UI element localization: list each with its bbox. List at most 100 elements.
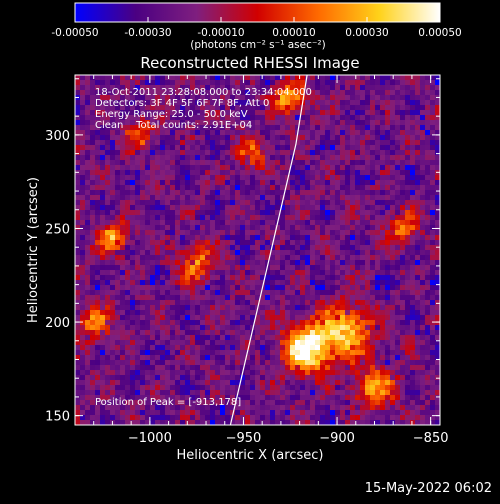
heatmap-cell (365, 110, 370, 115)
heatmap-cell (390, 240, 395, 245)
heatmap-cell (210, 300, 215, 305)
heatmap-cell (140, 160, 145, 165)
heatmap-cell (430, 365, 435, 370)
heatmap-cell (330, 135, 335, 140)
heatmap-cell (235, 240, 240, 245)
heatmap-cell (220, 135, 225, 140)
heatmap-cell (330, 275, 335, 280)
heatmap-cell (140, 245, 145, 250)
heatmap-cell (255, 195, 260, 200)
heatmap-cell (415, 95, 420, 100)
heatmap-cell (180, 300, 185, 305)
heatmap-cell (180, 265, 185, 270)
heatmap-cell (405, 120, 410, 125)
heatmap-cell (275, 400, 280, 405)
heatmap-cell (80, 275, 85, 280)
heatmap-cell (380, 255, 385, 260)
heatmap-cell (215, 310, 220, 315)
heatmap-cell (350, 140, 355, 145)
heatmap-cell (295, 350, 300, 355)
heatmap-cell (135, 190, 140, 195)
heatmap-cell (270, 115, 275, 120)
heatmap-cell (280, 270, 285, 275)
heatmap-cell (285, 210, 290, 215)
heatmap-cell (330, 345, 335, 350)
heatmap-cell (320, 75, 325, 80)
heatmap-cell (345, 350, 350, 355)
heatmap-cell (305, 130, 310, 135)
heatmap-cell (180, 220, 185, 225)
heatmap-cell (235, 315, 240, 320)
heatmap-cell (160, 410, 165, 415)
heatmap-cell (275, 120, 280, 125)
heatmap-cell (325, 245, 330, 250)
heatmap-cell (165, 265, 170, 270)
heatmap-cell (300, 265, 305, 270)
heatmap-cell (195, 240, 200, 245)
heatmap-cell (300, 170, 305, 175)
heatmap-cell (195, 380, 200, 385)
heatmap-cell (260, 325, 265, 330)
heatmap-cell (270, 195, 275, 200)
heatmap-cell (335, 85, 340, 90)
heatmap-cell (80, 365, 85, 370)
heatmap-cell (180, 370, 185, 375)
heatmap-cell (165, 255, 170, 260)
heatmap-cell (295, 210, 300, 215)
heatmap-cell (165, 210, 170, 215)
heatmap-cell (355, 260, 360, 265)
heatmap-cell (380, 210, 385, 215)
heatmap-cell (310, 300, 315, 305)
heatmap-cell (205, 310, 210, 315)
heatmap-cell (410, 215, 415, 220)
heatmap-cell (330, 310, 335, 315)
heatmap-cell (315, 240, 320, 245)
heatmap-cell (260, 350, 265, 355)
heatmap-cell (405, 180, 410, 185)
heatmap-cell (405, 315, 410, 320)
heatmap-cell (80, 405, 85, 410)
heatmap-cell (155, 230, 160, 235)
heatmap-cell (75, 165, 80, 170)
heatmap-cell (275, 110, 280, 115)
heatmap-cell (245, 380, 250, 385)
heatmap-cell (155, 165, 160, 170)
heatmap-cell (215, 365, 220, 370)
heatmap-cell (100, 150, 105, 155)
heatmap-cell (405, 135, 410, 140)
heatmap-cell (175, 240, 180, 245)
heatmap-cell (380, 140, 385, 145)
heatmap-cell (175, 315, 180, 320)
heatmap-cell (360, 190, 365, 195)
heatmap-cell (430, 350, 435, 355)
heatmap-cell (260, 110, 265, 115)
heatmap-cell (185, 295, 190, 300)
heatmap-cell (355, 320, 360, 325)
heatmap-cell (225, 265, 230, 270)
heatmap-cell (250, 300, 255, 305)
heatmap-cell (125, 150, 130, 155)
heatmap-cell (300, 215, 305, 220)
heatmap-cell (240, 215, 245, 220)
heatmap-cell (145, 370, 150, 375)
heatmap-cell (380, 195, 385, 200)
heatmap-cell (120, 260, 125, 265)
heatmap-cell (150, 80, 155, 85)
heatmap-cell (410, 165, 415, 170)
heatmap-cell (385, 145, 390, 150)
heatmap-cell (350, 130, 355, 135)
heatmap-cell (285, 305, 290, 310)
heatmap-cell (300, 385, 305, 390)
heatmap-cell (145, 195, 150, 200)
heatmap-cell (200, 305, 205, 310)
heatmap-cell (125, 385, 130, 390)
heatmap-cell (245, 135, 250, 140)
heatmap-cell (320, 250, 325, 255)
heatmap-cell (100, 390, 105, 395)
heatmap-cell (115, 155, 120, 160)
heatmap-cell (410, 185, 415, 190)
heatmap-cell (90, 270, 95, 275)
heatmap-cell (155, 195, 160, 200)
heatmap-cell (330, 210, 335, 215)
heatmap-cell (160, 310, 165, 315)
